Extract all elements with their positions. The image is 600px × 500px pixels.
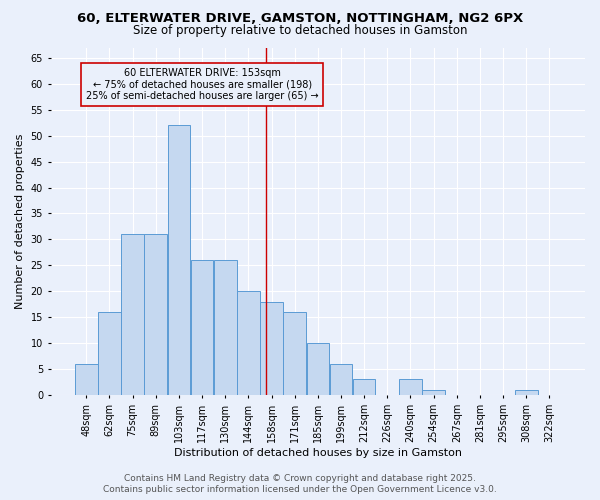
Bar bbox=[260, 302, 283, 395]
Bar bbox=[515, 390, 538, 395]
Text: 60 ELTERWATER DRIVE: 153sqm
← 75% of detached houses are smaller (198)
25% of se: 60 ELTERWATER DRIVE: 153sqm ← 75% of det… bbox=[86, 68, 319, 102]
X-axis label: Distribution of detached houses by size in Gamston: Distribution of detached houses by size … bbox=[174, 448, 462, 458]
Bar bbox=[283, 312, 306, 395]
Text: 60, ELTERWATER DRIVE, GAMSTON, NOTTINGHAM, NG2 6PX: 60, ELTERWATER DRIVE, GAMSTON, NOTTINGHA… bbox=[77, 12, 523, 26]
Text: Contains HM Land Registry data © Crown copyright and database right 2025.
Contai: Contains HM Land Registry data © Crown c… bbox=[103, 474, 497, 494]
Bar bbox=[214, 260, 236, 395]
Bar bbox=[75, 364, 98, 395]
Bar bbox=[307, 343, 329, 395]
Bar bbox=[167, 126, 190, 395]
Bar bbox=[145, 234, 167, 395]
Y-axis label: Number of detached properties: Number of detached properties bbox=[15, 134, 25, 309]
Bar bbox=[422, 390, 445, 395]
Bar bbox=[121, 234, 144, 395]
Bar bbox=[237, 291, 260, 395]
Bar bbox=[98, 312, 121, 395]
Bar bbox=[191, 260, 214, 395]
Bar bbox=[399, 380, 422, 395]
Bar bbox=[329, 364, 352, 395]
Bar bbox=[353, 380, 376, 395]
Text: Size of property relative to detached houses in Gamston: Size of property relative to detached ho… bbox=[133, 24, 467, 37]
